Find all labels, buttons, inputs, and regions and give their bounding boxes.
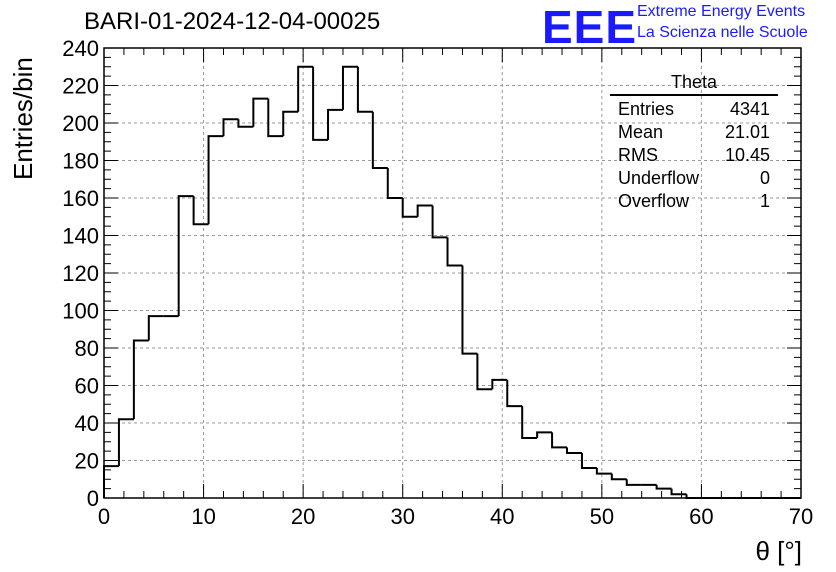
histogram-bin [222, 118, 239, 137]
brand-line-1: Extreme Energy Events [637, 3, 806, 20]
histogram-bin [625, 479, 642, 486]
plot-frame [103, 47, 802, 499]
eee-logo: EEE [542, 1, 638, 53]
stats-label: Underflow [618, 168, 700, 188]
x-tick-label: 60 [689, 504, 713, 529]
histogram-bin [192, 196, 209, 226]
stats-label: Mean [618, 122, 664, 142]
histogram-bin [491, 378, 508, 390]
x-tick-label: 10 [191, 504, 215, 529]
y-tick-label: 120 [62, 261, 99, 286]
histogram-bin [341, 65, 358, 110]
x-tick-label: 50 [590, 504, 614, 529]
histogram-bin [237, 119, 254, 128]
histogram-bin [401, 198, 418, 218]
stats-label: Overflow [618, 191, 690, 211]
histogram-bin [431, 205, 448, 239]
x-tick-label: 30 [390, 504, 414, 529]
histogram-bin [461, 265, 478, 355]
y-tick-label: 160 [62, 186, 99, 211]
x-tick-label: 20 [291, 504, 315, 529]
histogram-bin [267, 98, 284, 138]
x-tick-label: 40 [490, 504, 514, 529]
histogram-bin [670, 488, 687, 496]
stats-box: Theta Entries 4341 Mean 21.01 RMS 10.45 … [610, 72, 778, 213]
y-tick-label: 40 [75, 411, 99, 436]
histogram-bin [536, 431, 553, 438]
y-tick-label: 60 [75, 374, 99, 399]
x-axis-label: θ [°] [755, 536, 802, 566]
histogram-bin [282, 110, 299, 137]
histogram-bin [207, 135, 224, 225]
y-tick-label: 0 [87, 486, 99, 511]
histogram-bin [386, 168, 403, 199]
histogram-bin [327, 108, 343, 140]
stats-value: 21.01 [724, 122, 770, 142]
y-tick-label: 100 [62, 299, 99, 324]
histogram-bin [356, 66, 373, 113]
histogram-bin [297, 65, 314, 112]
histogram-bin [103, 465, 119, 498]
y-tick-label: 140 [62, 224, 99, 249]
stats-label: Entries [618, 99, 675, 119]
histogram-bin [521, 406, 538, 439]
y-tick-label: 220 [62, 74, 99, 99]
y-tick-label: 20 [75, 449, 99, 474]
histogram-bin [252, 97, 269, 127]
stats-value: 10.45 [724, 145, 770, 165]
stats-row-underflow: Underflow 0 [610, 167, 778, 190]
x-tick-label: 70 [789, 504, 813, 529]
histogram-bin [446, 237, 463, 267]
histogram-bin [551, 432, 568, 449]
histogram-bin [580, 453, 597, 469]
y-axis-label: Entries/bin [8, 57, 38, 180]
histogram-bin [416, 204, 433, 217]
histogram-bin [177, 195, 194, 317]
histogram-bin [566, 447, 582, 454]
histogram-bin [147, 315, 164, 341]
stats-value: 1 [759, 191, 770, 211]
histogram-bin [655, 484, 672, 490]
histogram-bin [371, 111, 388, 169]
histogram-bin [506, 379, 523, 408]
y-tick-label: 80 [75, 336, 99, 361]
histogram-bin [132, 339, 149, 420]
stats-row-overflow: Overflow 1 [610, 190, 778, 213]
y-tick-label: 180 [62, 149, 99, 174]
stats-row-entries: Entries 4341 [610, 98, 778, 121]
stats-value: 4341 [729, 99, 770, 119]
histogram-bin [312, 66, 329, 141]
stats-row-rms: RMS 10.45 [610, 144, 778, 167]
histogram-bin [117, 418, 134, 467]
histogram-bin [610, 473, 627, 481]
x-tick-label: 0 [98, 504, 110, 529]
stats-title: Theta [610, 72, 778, 96]
stats-label: RMS [618, 145, 658, 165]
brand-line-2: La Scienza nelle Scuole [637, 24, 808, 41]
stats-value: 0 [759, 168, 770, 188]
histogram-bin [476, 353, 493, 391]
y-tick-label: 200 [62, 111, 99, 136]
chart-title: BARI-01-2024-12-04-00025 [84, 8, 381, 35]
stats-row-mean: Mean 21.01 [610, 121, 778, 144]
histogram-bin [595, 468, 612, 475]
y-tick-label: 240 [62, 36, 99, 61]
